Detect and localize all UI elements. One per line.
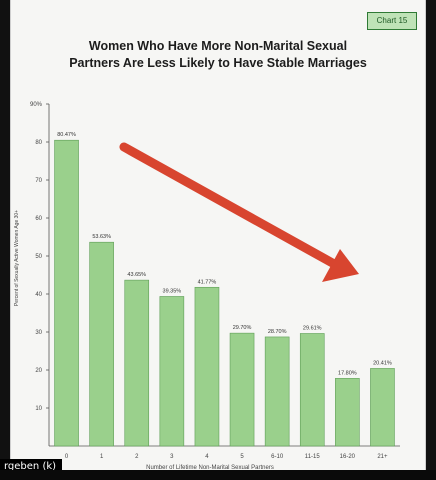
y-tick-label: 70	[35, 178, 42, 184]
x-tick-label: 3	[170, 454, 174, 460]
x-tick-label: 0	[65, 454, 69, 460]
y-tick-label: 20	[35, 368, 42, 374]
trend-arrow	[119, 142, 359, 282]
chart-title: Women Who Have More Non-Marital Sexual P…	[11, 38, 425, 72]
data-label: 53.63%	[92, 234, 111, 240]
y-axis-label: Percent of Sexually Active Women Age 30+	[14, 210, 20, 306]
data-label: 41.77%	[198, 279, 217, 285]
y-tick-label: 10	[35, 406, 42, 412]
y-tick-label: 90%	[30, 102, 43, 108]
data-label: 29.70%	[233, 325, 252, 331]
bar-4	[194, 286, 220, 447]
x-tick-label: 6-10	[271, 454, 284, 460]
bar-0	[54, 139, 79, 447]
x-tick-label: 1	[100, 454, 104, 460]
bar-21+	[370, 368, 395, 447]
y-tick-label: 50	[35, 254, 42, 260]
bar-5	[229, 332, 255, 447]
x-tick-label: 21+	[377, 454, 388, 460]
x-tick-label: 2	[135, 454, 139, 460]
data-label: 20.41%	[373, 360, 392, 366]
bar-16-20	[335, 378, 360, 447]
x-tick-label: 16-20	[340, 454, 356, 460]
chart-title-line-1: Women Who Have More Non-Marital Sexual	[88, 39, 348, 53]
bar-6-10	[264, 336, 290, 447]
x-tick-labels: 0 1 2 3 4 5 6-10 11-15 16-20 21+	[65, 454, 388, 460]
x-tick-label: 11-15	[305, 454, 321, 460]
data-label: 80.47%	[57, 132, 76, 138]
data-label: 39.35%	[163, 288, 182, 294]
chart-title-line-2: Partners Are Less Likely to Have Stable …	[69, 56, 367, 70]
x-tick-label: 4	[205, 454, 209, 460]
x-tick-label: 5	[240, 454, 244, 460]
chart-number-badge: Chart 15	[367, 12, 417, 30]
bar-3	[159, 296, 185, 447]
y-tick-label: 60	[35, 216, 42, 222]
bar-1	[89, 241, 114, 447]
bar-11-15	[299, 333, 325, 447]
data-label: 29.61%	[303, 325, 322, 331]
bars: 80.47% 53.63% 43.65% 39.35% 41.77% 29.70% 28.7…	[54, 132, 395, 447]
y-tick-label: 30	[35, 330, 42, 336]
data-label: 28.70%	[268, 329, 287, 335]
y-ticks: 10 20 30 40 50 60 70 80 90%	[30, 102, 49, 412]
x-axis-label: Number of Lifetime Non-Marital Sexual Pa…	[146, 465, 274, 471]
bottom-strip	[0, 470, 436, 480]
data-label: 43.65%	[127, 272, 146, 278]
data-label: 17.80%	[338, 370, 357, 376]
bar-2	[124, 279, 150, 447]
y-tick-label: 80	[35, 140, 42, 146]
y-tick-label: 40	[35, 292, 42, 298]
